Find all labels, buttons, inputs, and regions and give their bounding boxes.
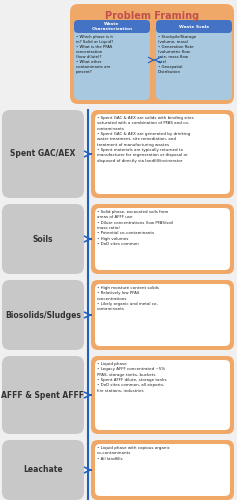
Text: • Spent GAC & AEX are solids with binding sites
saturated with a combination of : • Spent GAC & AEX are solids with bindin…	[97, 116, 194, 163]
FancyBboxPatch shape	[95, 208, 230, 270]
Text: Biosolids/Sludges: Biosolids/Sludges	[5, 310, 81, 320]
Text: Leachate: Leachate	[23, 466, 63, 474]
Text: • Liquid phase with copious organic
co-contaminants
• All landfills: • Liquid phase with copious organic co-c…	[97, 446, 170, 460]
Text: AFFF & Spent AFFF: AFFF & Spent AFFF	[1, 390, 85, 400]
FancyBboxPatch shape	[156, 20, 232, 33]
Text: • Which phase is it
in? Solid or Liquid?
• What is the PFAS
concentration
(how d: • Which phase is it in? Solid or Liquid?…	[76, 35, 113, 74]
FancyBboxPatch shape	[95, 114, 230, 194]
Text: • Stockpile/Storage
(volume, mass)
• Generation Rate
(volumetric flow
rate, mass: • Stockpile/Storage (volume, mass) • Gen…	[158, 35, 196, 74]
FancyBboxPatch shape	[91, 280, 234, 350]
Text: Waste
Characterization: Waste Characterization	[91, 22, 132, 31]
Text: • High moisture content solids
• Relatively low PFAS
concentrations
• Likely org: • High moisture content solids • Relativ…	[97, 286, 159, 312]
FancyBboxPatch shape	[91, 110, 234, 198]
Text: Waste Scale: Waste Scale	[179, 24, 209, 28]
FancyBboxPatch shape	[95, 284, 230, 346]
FancyBboxPatch shape	[91, 440, 234, 500]
FancyBboxPatch shape	[74, 20, 150, 33]
Text: Soils: Soils	[33, 234, 53, 244]
FancyBboxPatch shape	[70, 4, 234, 104]
FancyBboxPatch shape	[2, 280, 84, 350]
Text: Spent GAC/AEX: Spent GAC/AEX	[10, 150, 76, 158]
Text: Problem Framing: Problem Framing	[105, 11, 199, 21]
FancyBboxPatch shape	[2, 356, 84, 434]
FancyBboxPatch shape	[95, 360, 230, 430]
FancyBboxPatch shape	[2, 204, 84, 274]
FancyBboxPatch shape	[91, 204, 234, 274]
FancyBboxPatch shape	[2, 110, 84, 198]
FancyBboxPatch shape	[95, 444, 230, 496]
Text: • Liquid phase
• Legacy AFFF concentrated ~5%
PFAS, storage tanks, buckets
• Spe: • Liquid phase • Legacy AFFF concentrate…	[97, 362, 167, 393]
FancyBboxPatch shape	[74, 20, 150, 100]
Text: • Solid phase, excavated soils from
areas of AFFF use
• Dilute concentrations (l: • Solid phase, excavated soils from area…	[97, 210, 173, 246]
FancyBboxPatch shape	[156, 20, 232, 100]
FancyBboxPatch shape	[91, 356, 234, 434]
FancyBboxPatch shape	[2, 440, 84, 500]
